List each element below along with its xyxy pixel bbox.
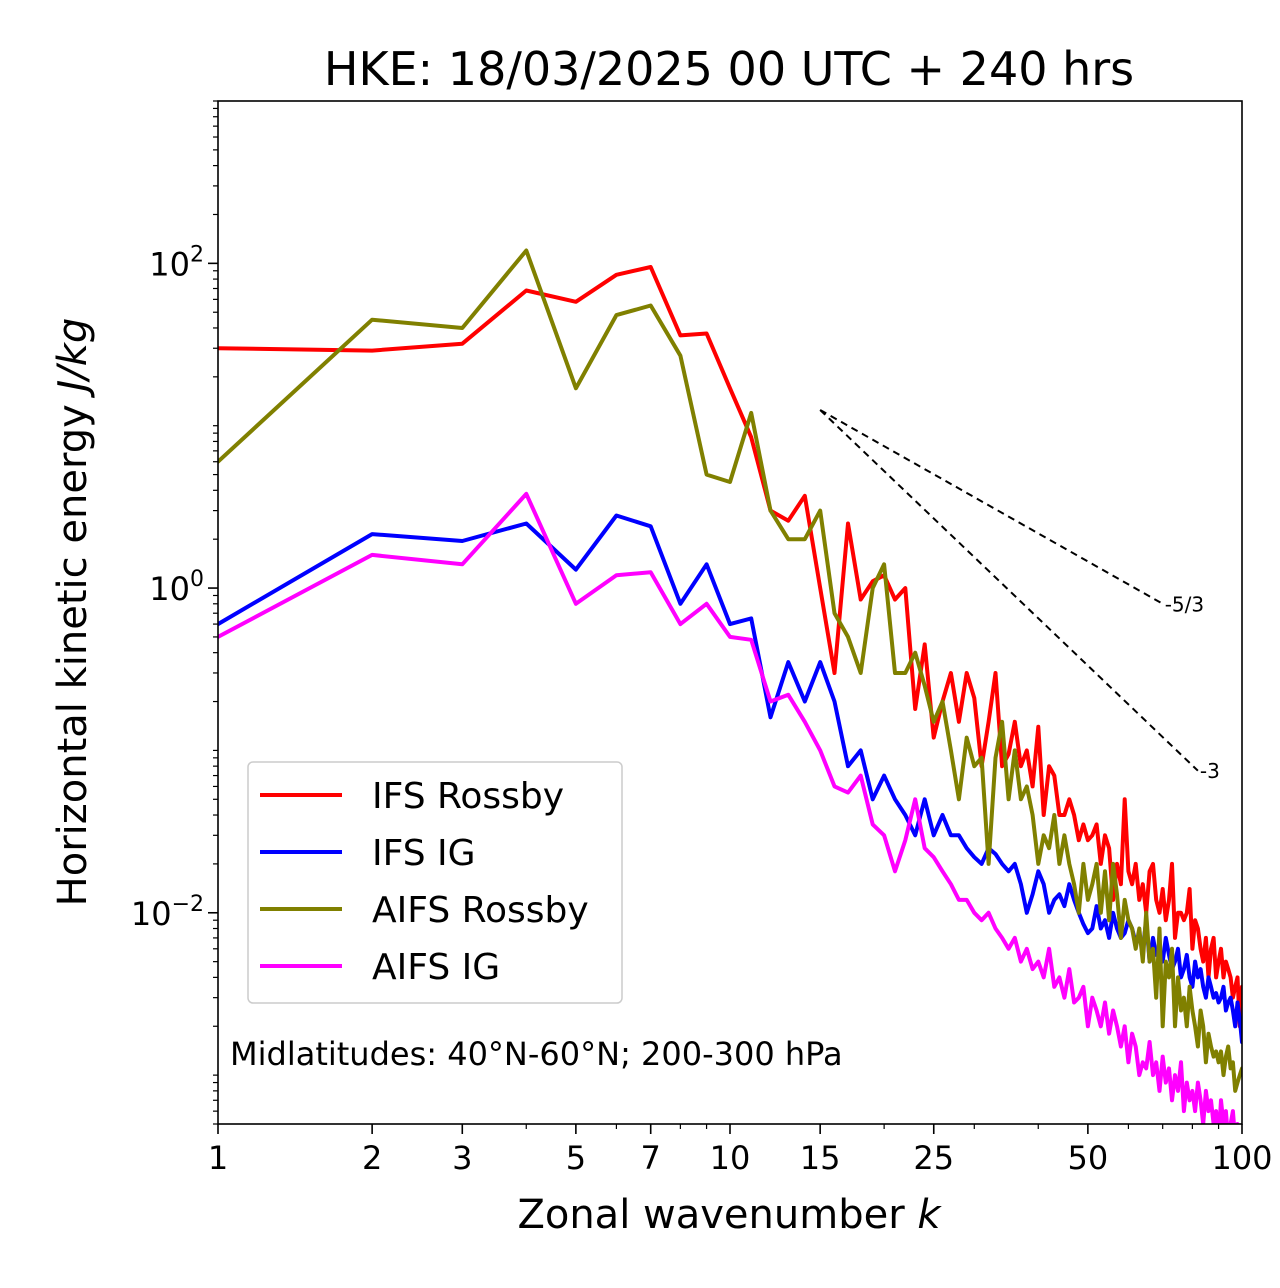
x-tick-label: 100 xyxy=(1211,1139,1272,1177)
x-tick-label: 7 xyxy=(641,1139,661,1177)
chart-title: HKE: 18/03/2025 00 UTC + 240 hrs xyxy=(324,42,1134,96)
series-line-ifs-rossby xyxy=(218,265,1242,1029)
plot-frame xyxy=(217,100,1243,1125)
reference-slopes: -5/3 -3 xyxy=(819,409,1220,783)
reference-slope-line-1 xyxy=(819,409,1164,605)
reference-slope-label-1: -5/3 xyxy=(1165,592,1204,616)
reference-slope-label-2: -3 xyxy=(1200,759,1220,783)
x-tick-label: 5 xyxy=(566,1139,586,1177)
series-line-aifs-ig xyxy=(218,491,1240,1124)
x-tick-label: 3 xyxy=(452,1139,472,1177)
x-tick-label: 50 xyxy=(1068,1139,1109,1177)
x-tick-label: 10 xyxy=(710,1139,751,1177)
x-tick-label: 2 xyxy=(362,1139,382,1177)
y-tick-label: 10−2 xyxy=(131,892,204,933)
series-line-ifs-ig xyxy=(218,513,1242,1044)
legend-label-aifs-rossby: AIFS Rossby xyxy=(372,890,589,931)
axis-ticks: 1 2 3 5 7 10 15 25 50 100 10−2 100 102 xyxy=(131,100,1273,1177)
legend-label-aifs-ig: AIFS IG xyxy=(372,947,500,988)
legend: IFS Rossby IFS IG AIFS Rossby AIFS IG xyxy=(247,761,623,1004)
x-axis-label: Zonal wavenumber k xyxy=(517,1192,942,1238)
y-axis-label: Horizontal kinetic energy J/kg xyxy=(50,318,96,907)
y-tick-label: 102 xyxy=(149,242,204,283)
legend-box xyxy=(247,761,623,1004)
x-tick-label: 25 xyxy=(913,1139,954,1177)
series-layer xyxy=(218,248,1242,1124)
reference-slope-line-2 xyxy=(819,409,1199,772)
series-line-aifs-rossby xyxy=(218,248,1242,1093)
x-tick-label: 15 xyxy=(800,1139,841,1177)
legend-label-ifs-ig: IFS IG xyxy=(372,833,476,874)
legend-label-ifs-rossby: IFS Rossby xyxy=(372,776,564,817)
y-tick-label: 100 xyxy=(149,567,204,608)
x-tick-label: 1 xyxy=(208,1139,228,1177)
region-annotation: Midlatitudes: 40°N-60°N; 200-300 hPa xyxy=(230,1035,843,1073)
